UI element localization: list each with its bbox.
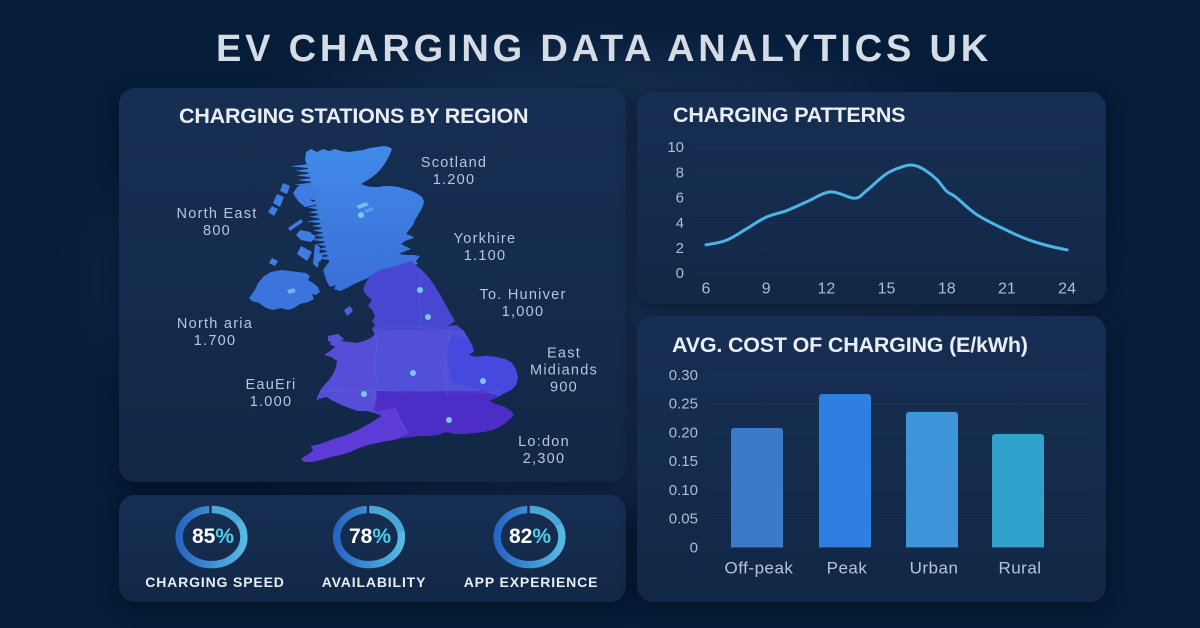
svg-text:0: 0 — [676, 265, 684, 282]
svg-text:Peak: Peak — [827, 559, 868, 578]
svg-text:2: 2 — [676, 240, 684, 257]
svg-text:18: 18 — [938, 281, 956, 298]
svg-text:9: 9 — [762, 281, 771, 298]
svg-text:0.25: 0.25 — [669, 396, 698, 413]
svg-text:0.15: 0.15 — [669, 453, 698, 470]
svg-text:4: 4 — [676, 215, 684, 232]
svg-text:24: 24 — [1058, 281, 1076, 298]
svg-text:0.30: 0.30 — [669, 367, 698, 384]
svg-text:15: 15 — [878, 281, 896, 298]
svg-text:8: 8 — [676, 164, 684, 181]
svg-text:0.20: 0.20 — [669, 424, 698, 441]
svg-text:Off-peak: Off-peak — [725, 559, 794, 578]
svg-text:0.05: 0.05 — [669, 511, 698, 528]
svg-text:Urban: Urban — [910, 559, 959, 578]
svg-text:21: 21 — [998, 281, 1016, 298]
svg-text:6: 6 — [676, 190, 684, 207]
svg-text:10: 10 — [667, 139, 684, 156]
svg-text:12: 12 — [817, 281, 835, 298]
svg-text:0.10: 0.10 — [669, 482, 698, 499]
svg-text:Rural: Rural — [998, 559, 1041, 578]
svg-text:0: 0 — [690, 539, 698, 556]
svg-text:6: 6 — [702, 281, 711, 298]
